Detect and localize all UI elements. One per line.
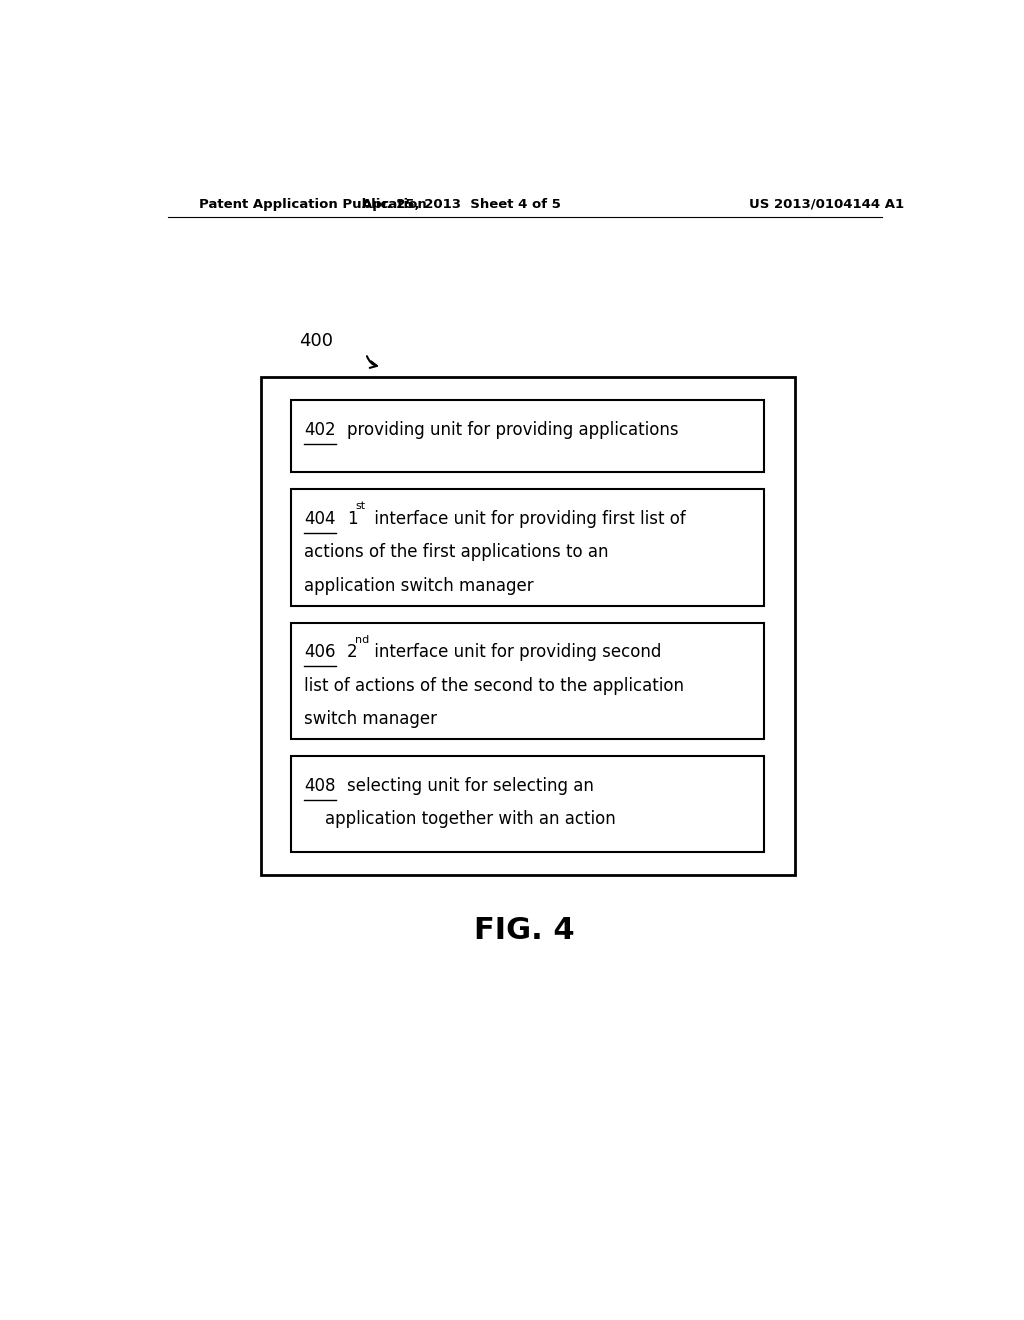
Text: selecting unit for selecting an: selecting unit for selecting an (347, 776, 594, 795)
Text: list of actions of the second to the application: list of actions of the second to the app… (304, 677, 684, 694)
Text: Patent Application Publication: Patent Application Publication (200, 198, 427, 211)
Text: 406: 406 (304, 643, 336, 661)
Text: 1: 1 (347, 510, 357, 528)
Bar (292, 400, 765, 473)
Text: interface unit for providing second: interface unit for providing second (370, 643, 662, 661)
Text: actions of the first applications to an: actions of the first applications to an (304, 543, 608, 561)
Text: 402: 402 (304, 421, 336, 438)
Text: switch manager: switch manager (304, 710, 437, 729)
Text: 408: 408 (304, 776, 336, 795)
Text: Apr. 25, 2013  Sheet 4 of 5: Apr. 25, 2013 Sheet 4 of 5 (361, 198, 561, 211)
Bar (292, 490, 765, 606)
Text: application switch manager: application switch manager (304, 577, 534, 594)
Text: nd: nd (355, 635, 370, 645)
Text: 2: 2 (347, 643, 357, 661)
Bar (292, 756, 765, 851)
Text: FIG. 4: FIG. 4 (474, 916, 575, 945)
Bar (261, 378, 795, 875)
Bar (292, 623, 765, 739)
Text: st: st (355, 502, 366, 511)
Text: 400: 400 (299, 333, 333, 350)
Text: interface unit for providing first list of: interface unit for providing first list … (370, 510, 686, 528)
FancyArrowPatch shape (367, 356, 377, 368)
Text: application together with an action: application together with an action (304, 810, 615, 828)
Text: US 2013/0104144 A1: US 2013/0104144 A1 (749, 198, 904, 211)
Text: providing unit for providing applications: providing unit for providing application… (347, 421, 679, 438)
Text: 404: 404 (304, 510, 336, 528)
